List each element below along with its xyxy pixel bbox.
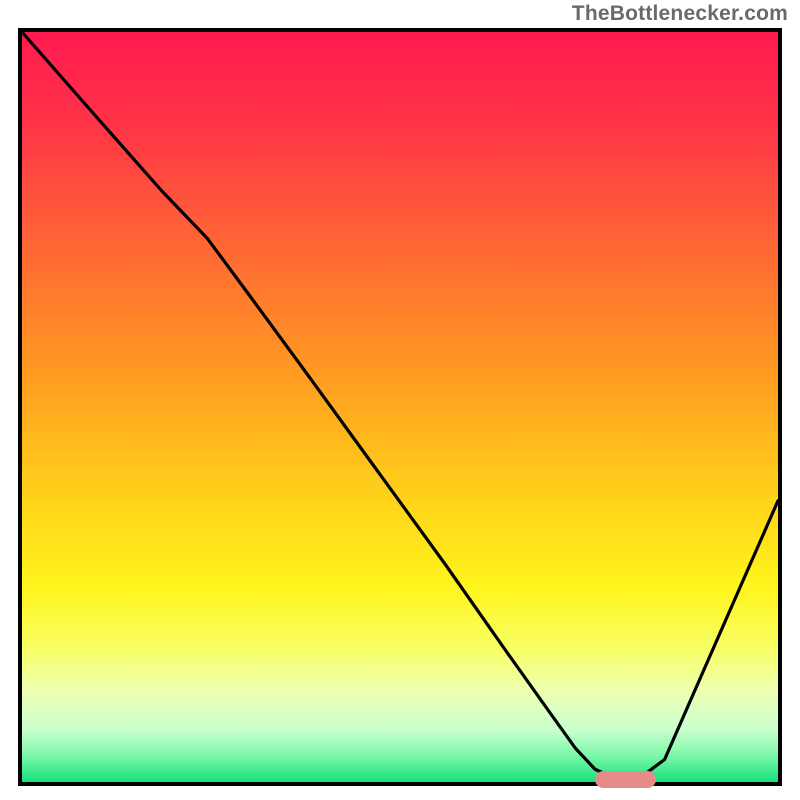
curve-path xyxy=(22,32,778,778)
watermark-text: TheBottlenecker.com xyxy=(572,2,788,26)
min-marker xyxy=(595,771,656,788)
curve-svg xyxy=(22,32,778,782)
plot-frame xyxy=(18,28,782,786)
chart-container: TheBottlenecker.com xyxy=(0,0,800,800)
